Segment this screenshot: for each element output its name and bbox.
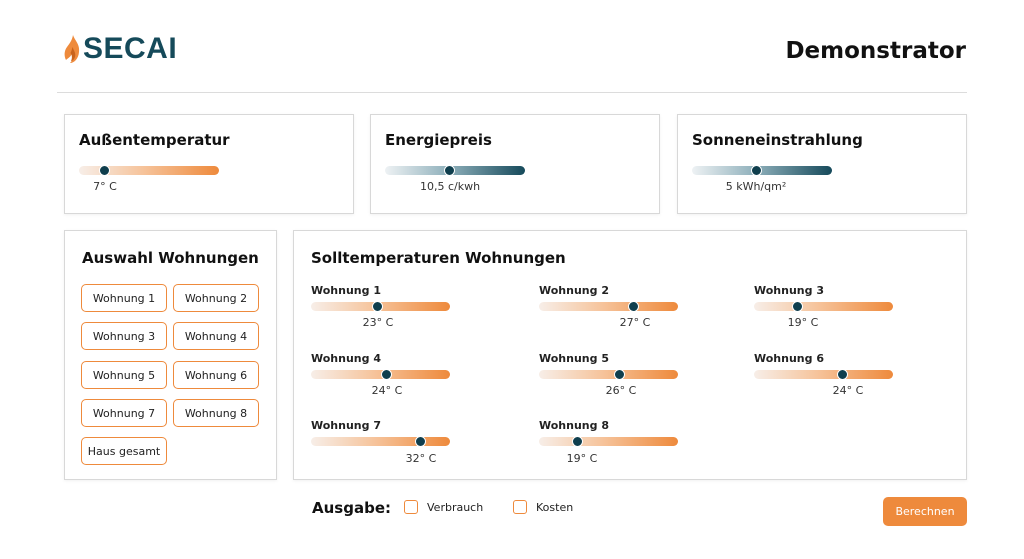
apartment-1-value: 23° C (362, 316, 394, 329)
apartment-button-1[interactable]: Wohnung 1 (81, 284, 167, 312)
apartment-6-label: Wohnung 6 (754, 352, 824, 365)
apartment-button-6[interactable]: Wohnung 6 (173, 361, 259, 389)
costs-checkbox[interactable] (513, 500, 527, 514)
apartment-1-slider[interactable] (311, 301, 450, 312)
target-temperatures-title: Solltemperaturen Wohnungen (311, 249, 566, 267)
solar-radiation-value: 5 kWh/qm² (725, 180, 787, 193)
flame-icon (64, 35, 80, 63)
apartment-1-knob[interactable] (372, 301, 384, 312)
apartment-button-4[interactable]: Wohnung 4 (173, 322, 259, 350)
apartment-8-slider[interactable] (539, 436, 678, 447)
header-divider (57, 92, 967, 93)
solar-radiation-slider[interactable] (692, 165, 832, 176)
apartment-8-knob[interactable] (572, 436, 584, 447)
energy-price-knob[interactable] (443, 165, 455, 176)
apartment-7-label: Wohnung 7 (311, 419, 381, 432)
apartment-2-label: Wohnung 2 (539, 284, 609, 297)
apartment-3-knob[interactable] (791, 301, 803, 312)
output-label: Ausgabe: (312, 499, 391, 517)
apartment-5-label: Wohnung 5 (539, 352, 609, 365)
apartment-7-value: 32° C (405, 452, 437, 465)
apartment-4-slider[interactable] (311, 369, 450, 380)
apartment-4-knob[interactable] (380, 369, 392, 380)
apartment-5-value: 26° C (605, 384, 637, 397)
target-temperatures-card: Solltemperaturen Wohnungen Wohnung 1 23°… (293, 230, 967, 480)
apartment-button-2[interactable]: Wohnung 2 (173, 284, 259, 312)
apartment-8-label: Wohnung 8 (539, 419, 609, 432)
solar-radiation-title: Sonneneinstrahlung (692, 131, 863, 149)
apartment-5-knob[interactable] (614, 369, 626, 380)
apartment-5-slider[interactable] (539, 369, 678, 380)
apartment-6-value: 24° C (832, 384, 864, 397)
apartment-button-5[interactable]: Wohnung 5 (81, 361, 167, 389)
apartment-3-slider[interactable] (754, 301, 893, 312)
apartment-2-knob[interactable] (628, 301, 640, 312)
logo-text: SECAI (83, 32, 178, 65)
apartment-8-value: 19° C (566, 452, 598, 465)
energy-price-value: 10,5 c/kwh (419, 180, 481, 193)
secai-logo: SECAI (63, 33, 177, 65)
apartment-1-label: Wohnung 1 (311, 284, 381, 297)
energy-price-card: Energiepreis 10,5 c/kwh (370, 114, 660, 214)
apartment-6-slider[interactable] (754, 369, 893, 380)
apartment-button-3[interactable]: Wohnung 3 (81, 322, 167, 350)
apartment-4-value: 24° C (371, 384, 403, 397)
calculate-button[interactable]: Berechnen (883, 497, 967, 526)
whole-house-button[interactable]: Haus gesamt (81, 437, 167, 465)
solar-radiation-knob[interactable] (750, 165, 762, 176)
consumption-label[interactable]: Verbrauch (427, 501, 484, 514)
outdoor-temperature-title: Außentemperatur (79, 131, 230, 149)
outdoor-temperature-slider[interactable] (79, 165, 219, 176)
apartment-button-7[interactable]: Wohnung 7 (81, 399, 167, 427)
costs-label[interactable]: Kosten (536, 501, 574, 514)
apartment-selection-card: Auswahl Wohnungen Wohnung 1 Wohnung 2 Wo… (64, 230, 277, 480)
outdoor-temperature-value: 7° C (93, 180, 117, 193)
outdoor-temperature-card: Außentemperatur 7° C (64, 114, 354, 214)
energy-price-slider[interactable] (385, 165, 525, 176)
energy-price-title: Energiepreis (385, 131, 492, 149)
apartment-button-8[interactable]: Wohnung 8 (173, 399, 259, 427)
apartment-6-knob[interactable] (837, 369, 849, 380)
apartment-3-label: Wohnung 3 (754, 284, 824, 297)
apartment-7-knob[interactable] (415, 436, 427, 447)
apartment-2-slider[interactable] (539, 301, 678, 312)
apartment-selection-title: Auswahl Wohnungen (82, 249, 259, 267)
outdoor-temperature-knob[interactable] (98, 165, 110, 176)
apartment-7-slider[interactable] (311, 436, 450, 447)
apartment-2-value: 27° C (619, 316, 651, 329)
consumption-checkbox[interactable] (404, 500, 418, 514)
apartment-3-value: 19° C (787, 316, 819, 329)
apartment-4-label: Wohnung 4 (311, 352, 381, 365)
solar-radiation-card: Sonneneinstrahlung 5 kWh/qm² (677, 114, 967, 214)
page-title: Demonstrator (785, 38, 966, 64)
